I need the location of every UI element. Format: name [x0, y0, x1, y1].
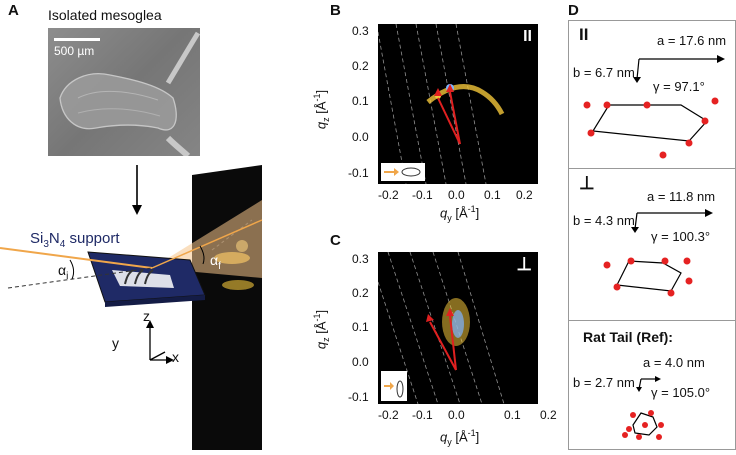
scalebar-label: 500 µm	[54, 44, 95, 58]
b-ytick: 0.0	[352, 130, 369, 144]
c-xtick: 0.0	[448, 408, 465, 422]
lattice-gamma: γ = 97.1°	[653, 79, 705, 94]
b-xtick: 0.0	[448, 188, 465, 202]
lattice-b: b = 2.7 nm	[573, 375, 635, 390]
support-label: Si3N4 support	[30, 230, 120, 250]
c-ytick: -0.1	[348, 390, 369, 404]
unit-cell-box-parallel: II a = 17.6 nm b = 6.7 nm γ = 97.1°	[568, 20, 736, 170]
unit-cell-box-rat-tail: Rat Tail (Ref): a = 4.0 nm b = 2.7 nm γ …	[568, 320, 736, 450]
lattice-gamma: γ = 105.0°	[651, 385, 711, 400]
lattice-a: a = 4.0 nm	[643, 355, 705, 370]
alpha-f-label: αf	[210, 252, 221, 272]
orientation-inset	[381, 163, 425, 181]
orientation-symbol: II	[523, 28, 532, 45]
panel-a-label: A	[8, 2, 19, 19]
c-xtick: -0.2	[378, 408, 399, 422]
c-ylabel: qz [Å-1]	[312, 309, 332, 350]
panel-c-label: C	[330, 232, 341, 249]
b-xtick: -0.1	[412, 188, 433, 202]
b-ylabel: qz [Å-1]	[312, 89, 332, 130]
c-xlabel: qy [Å-1]	[440, 428, 480, 447]
b-xtick: -0.2	[378, 188, 399, 202]
lattice-b: b = 6.7 nm	[573, 65, 635, 80]
axis-y-label: y	[112, 335, 119, 351]
b-xtick: 0.1	[484, 188, 501, 202]
mesoglea-micrograph: 500 µm	[48, 28, 200, 156]
b-xtick: 0.2	[516, 188, 533, 202]
b-xlabel: qy [Å-1]	[440, 204, 480, 223]
box-title: ⊥	[579, 173, 595, 193]
box-title: Rat Tail (Ref):	[583, 329, 673, 345]
down-arrow-icon	[132, 165, 142, 215]
b-ytick: 0.3	[352, 24, 369, 38]
c-ytick: 0.3	[352, 252, 369, 266]
orientation-symbol: ⊥	[516, 254, 532, 274]
axis-x-label: x	[172, 349, 179, 365]
panel-d-label: D	[568, 2, 579, 19]
box-title: II	[579, 25, 589, 44]
c-ytick: 0.1	[352, 320, 369, 334]
b-ytick: 0.2	[352, 59, 369, 73]
gisaxs-setup-diagram	[0, 165, 263, 450]
unit-cell-box-perpendicular: ⊥ a = 11.8 nm b = 4.3 nm γ = 100.3°	[568, 168, 736, 322]
panel-c-plot: ⊥	[378, 252, 538, 404]
mesoglea-title: Isolated mesoglea	[48, 7, 162, 23]
panel-b-plot: II	[378, 24, 538, 184]
c-ytick: 0.2	[352, 286, 369, 300]
lattice-b: b = 4.3 nm	[573, 213, 635, 228]
b-ytick: -0.1	[348, 166, 369, 180]
c-xtick: -0.1	[412, 408, 433, 422]
panel-b-label: B	[330, 2, 341, 19]
lattice-gamma: γ = 100.3°	[651, 229, 711, 244]
alpha-i-label: αi	[58, 262, 69, 282]
c-xtick: 0.1	[504, 408, 521, 422]
axis-z-label: z	[143, 308, 150, 324]
orientation-inset	[381, 371, 407, 401]
lattice-a: a = 17.6 nm	[657, 33, 727, 48]
c-xtick: 0.2	[540, 408, 557, 422]
lattice-a: a = 11.8 nm	[647, 189, 716, 204]
b-ytick: 0.1	[352, 94, 369, 108]
c-ytick: 0.0	[352, 355, 369, 369]
scalebar	[54, 38, 100, 41]
